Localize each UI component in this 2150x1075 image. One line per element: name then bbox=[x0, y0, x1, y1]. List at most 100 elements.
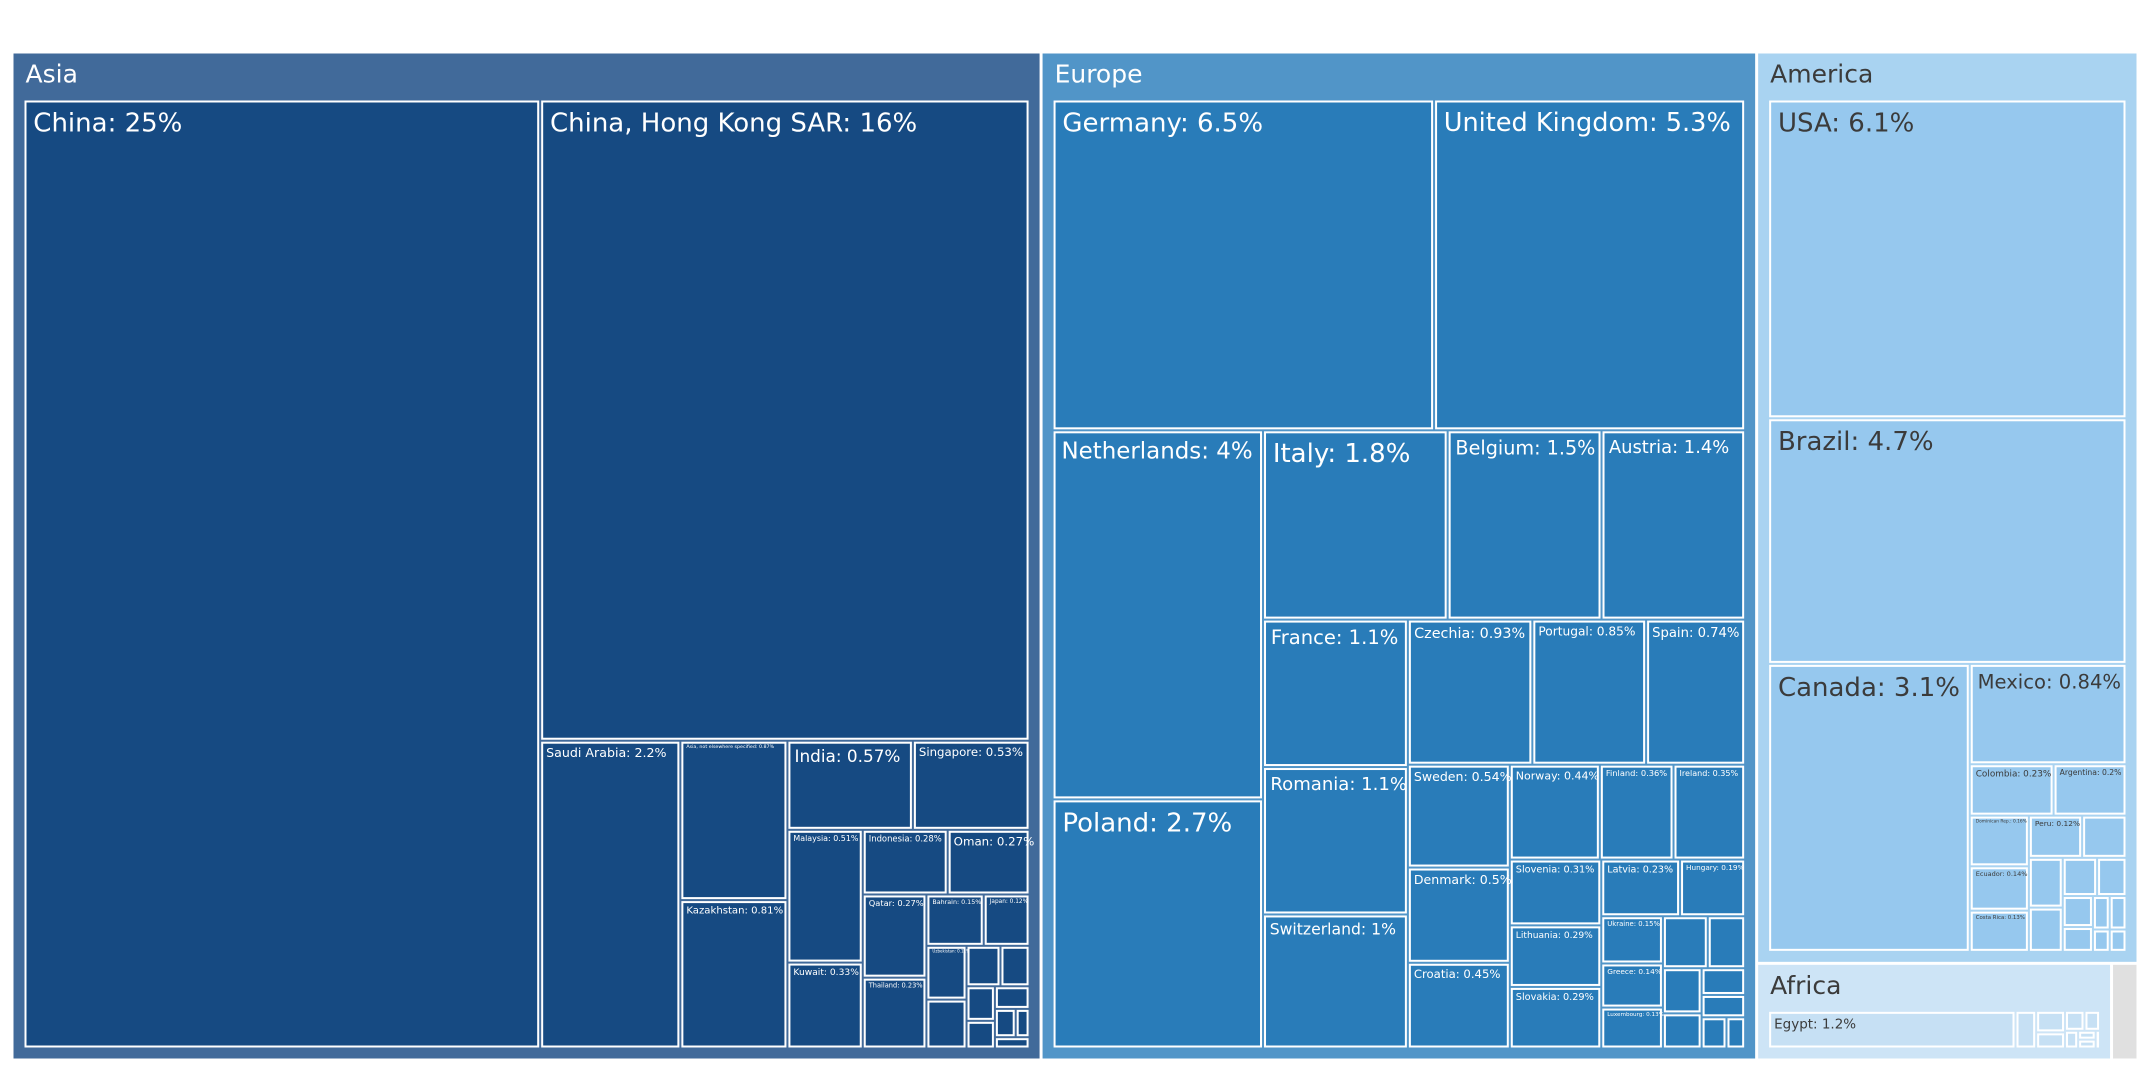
tile-india bbox=[788, 741, 912, 829]
tile-label-brazil: Brazil: 4.7% bbox=[1778, 427, 1934, 457]
tile-europe-minor bbox=[1702, 969, 1745, 994]
tile-asia-minor bbox=[927, 1000, 966, 1048]
tile-argentina bbox=[2054, 765, 2126, 815]
tile-label-hungary: Hungary: 0.19% bbox=[1686, 863, 1744, 872]
tile-oman bbox=[948, 830, 1029, 894]
tile-label-canada: Canada: 3.1% bbox=[1778, 673, 1960, 703]
region-other-box bbox=[2113, 964, 2137, 1059]
tile-america-minor bbox=[2083, 816, 2126, 857]
tile-belgium bbox=[1448, 431, 1601, 619]
tile-label-singapore: Singapore: 0.53% bbox=[919, 745, 1023, 759]
tile-kazakhstan bbox=[681, 901, 787, 1048]
tile-norway bbox=[1510, 765, 1599, 859]
tile-asia-not-elsewhere-specified bbox=[681, 741, 787, 900]
tile-france bbox=[1264, 620, 1407, 767]
region-asia-label: Asia bbox=[26, 60, 78, 89]
region-america: America USA: 6.1% Brazil: 4.7% Canada: 3.1%… bbox=[1758, 53, 2137, 962]
tile-ireland bbox=[1674, 765, 1745, 859]
tile-label-austria: Austria: 1.4% bbox=[1609, 437, 1729, 458]
tile-asia-minor bbox=[967, 1021, 994, 1048]
tile-label-czechia: Czechia: 0.93% bbox=[1414, 626, 1525, 642]
region-europe-label: Europe bbox=[1055, 60, 1143, 89]
tile-canada bbox=[1769, 664, 1969, 951]
tile-asia-minor bbox=[967, 987, 994, 1020]
tile-latvia bbox=[1602, 860, 1680, 916]
tile-europe-minor bbox=[1663, 1014, 1701, 1048]
tile-label-finland: Finland: 0.36% bbox=[1606, 768, 1667, 778]
tile-label-belgium: Belgium: 1.5% bbox=[1455, 436, 1595, 459]
tile-greece bbox=[1602, 964, 1662, 1007]
tile-sweden bbox=[1408, 765, 1509, 867]
tile-hungary bbox=[1681, 860, 1745, 916]
tile-finland bbox=[1600, 765, 1673, 859]
tile-indonesia bbox=[863, 830, 947, 894]
tile-ukraine bbox=[1602, 917, 1662, 963]
tile-japan bbox=[984, 895, 1029, 945]
tile-label-france: France: 1.1% bbox=[1271, 626, 1398, 649]
tile-portugal bbox=[1533, 620, 1646, 764]
tile-america-minor bbox=[2110, 930, 2126, 951]
tile-dominican-rep bbox=[1970, 816, 2028, 866]
tile-ecuador bbox=[1970, 867, 2028, 910]
tile-poland bbox=[1053, 800, 1263, 1048]
tile-label-malaysia: Malaysia: 0.51% bbox=[793, 834, 858, 843]
tile-mexico bbox=[1970, 664, 2126, 764]
tile-label-ireland: Ireland: 0.35% bbox=[1680, 769, 1739, 778]
tile-america-minor bbox=[2063, 928, 2092, 951]
tile-austria bbox=[1602, 431, 1745, 619]
tile-label-sweden: Sweden: 0.54% bbox=[1414, 769, 1512, 784]
tile-romania bbox=[1264, 768, 1407, 914]
tile-china-hong-kong-sar bbox=[541, 100, 1029, 740]
tile-asia-minor bbox=[1016, 1009, 1029, 1037]
tile-europe-minor bbox=[1708, 917, 1745, 968]
tile-europe-minor bbox=[1702, 1018, 1726, 1048]
tile-label-india: India: 0.57% bbox=[794, 746, 900, 766]
tile-croatia bbox=[1408, 963, 1509, 1048]
region-asia: Asia China: 25% China, Hong Kong SAR: 16% S… bbox=[13, 53, 1040, 1059]
tile-slovenia bbox=[1510, 860, 1601, 925]
tile-label-ukraine: Ukraine: 0.15% bbox=[1607, 920, 1660, 928]
tile-label-romania: Romania: 1.1% bbox=[1270, 774, 1407, 795]
tile-bahrain bbox=[927, 895, 983, 945]
tile-label-peru: Peru: 0.12% bbox=[2035, 819, 2080, 828]
tile-luxembourg bbox=[1602, 1008, 1662, 1048]
tile-label-thailand: Thailand: 0.23% bbox=[868, 981, 923, 989]
tile-uzbekistan bbox=[927, 946, 966, 999]
tile-label-slovenia: Slovenia: 0.31% bbox=[1516, 865, 1595, 876]
tile-europe-minor bbox=[1727, 1018, 1745, 1048]
tile-america-minor bbox=[2093, 930, 2109, 951]
tile-africa-minor bbox=[2066, 1011, 2084, 1030]
tile-label-italy: Italy: 1.8% bbox=[1273, 439, 1411, 469]
tile-label-bahrain: Bahrain: 0.15% bbox=[932, 899, 981, 906]
tile-label-poland: Poland: 2.7% bbox=[1062, 808, 1232, 838]
tile-label-argentina: Argentina: 0.2% bbox=[2060, 768, 2122, 777]
tile-label-latvia: Latvia: 0.23% bbox=[1607, 865, 1673, 876]
tile-brazil bbox=[1769, 419, 2126, 663]
region-other bbox=[2113, 964, 2137, 1059]
tile-united-kingdom bbox=[1435, 100, 1745, 430]
tile-label-qatar: Qatar: 0.27% bbox=[869, 898, 924, 908]
tile-spain bbox=[1647, 620, 1745, 764]
tile-label-norway: Norway: 0.44% bbox=[1516, 769, 1599, 782]
tile-label-netherlands: Netherlands: 4% bbox=[1061, 439, 1252, 465]
tile-egypt bbox=[1769, 1011, 2015, 1048]
tile-label-luxembourg: Luxembourg: 0.13% bbox=[1607, 1012, 1664, 1018]
tile-malaysia bbox=[788, 830, 862, 962]
tile-asia-minor bbox=[1001, 946, 1029, 986]
tile-america-minor bbox=[2093, 897, 2109, 929]
tile-africa-minor bbox=[2066, 1031, 2078, 1048]
tile-label-uzbekistan: Uzbekistan: 0.11% bbox=[932, 948, 970, 953]
tile-usa bbox=[1769, 100, 2126, 418]
tile-slovakia bbox=[1510, 987, 1601, 1048]
tile-label-dominican-rep: Dominican Rep.: 0.16% bbox=[1976, 819, 2027, 825]
tile-label-oman: Oman: 0.27% bbox=[954, 834, 1035, 848]
tile-czechia bbox=[1408, 620, 1532, 764]
tile-africa-minor bbox=[2016, 1011, 2036, 1048]
tile-america-minor bbox=[2029, 858, 2062, 907]
tile-africa-minor bbox=[2079, 1040, 2095, 1048]
tile-kuwait bbox=[788, 963, 862, 1048]
tile-africa-minor bbox=[2037, 1011, 2065, 1032]
region-africa-label: Africa bbox=[1770, 971, 1841, 1000]
tile-america-minor bbox=[2098, 858, 2126, 896]
